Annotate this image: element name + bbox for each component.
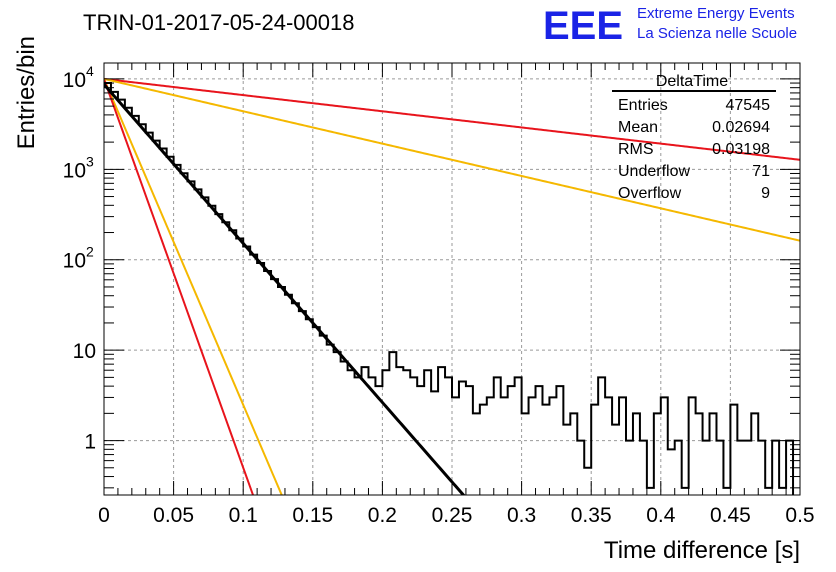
x-tick-label: 0.05 [153, 504, 194, 527]
stats-value: 71 [752, 163, 770, 180]
histogram [104, 82, 795, 495]
grid [104, 63, 800, 495]
x-tick-label: 0.2 [368, 504, 397, 527]
stats-name: DeltaTime [656, 73, 728, 90]
fit-curve [104, 83, 466, 495]
y-axis-label: Entries/bin [13, 36, 40, 149]
y-tick-exponent: 3 [86, 153, 94, 169]
fit-curve-line [104, 83, 466, 495]
eee-logo-line2: La Scienza nelle Scuole [637, 25, 797, 42]
stats-label: Mean [618, 119, 658, 136]
x-tick-label: 0 [98, 504, 110, 527]
stats-value: 9 [761, 185, 770, 202]
band-inner-curve [104, 77, 800, 161]
x-tick-label: 0.4 [646, 504, 676, 527]
y-tick-exponent: 2 [86, 244, 94, 260]
x-tick-label: 0.25 [432, 504, 473, 527]
stats-value: 47545 [726, 97, 771, 114]
x-axis: 0 0.05 0.1 0.15 0.2 0.25 0.3 0.35 0.4 0.45 0.5 [98, 63, 815, 527]
chart-title: TRIN-01-2017-05-24-00018 [83, 10, 355, 35]
y-tick-label: 10 [73, 340, 96, 363]
y-tick-label: 10 [63, 159, 86, 182]
stats-label: Entries [618, 97, 668, 114]
x-axis-label: Time difference [s] [604, 537, 800, 564]
stats-box: DeltaTime Entries 47545 Mean 0.02694 RMS… [612, 73, 776, 202]
stats-value: 0.03198 [712, 141, 770, 158]
reference-curves [104, 77, 800, 495]
x-tick-label: 0.5 [785, 504, 814, 527]
x-tick-label: 0.3 [507, 504, 536, 527]
stats-value: 0.02694 [712, 119, 770, 136]
eee-logo-line1: Extreme Energy Events [637, 5, 795, 22]
x-tick-label: 0.35 [571, 504, 612, 527]
histogram-outline [104, 82, 795, 495]
y-tick-label: 1 [84, 431, 96, 454]
x-tick-label: 0.15 [292, 504, 333, 527]
y-tick-label: 10 [63, 69, 86, 92]
x-tick-label: 0.1 [229, 504, 258, 527]
stats-label: Underflow [618, 163, 690, 180]
stats-label: Overflow [618, 185, 682, 202]
stats-label: RMS [618, 141, 654, 158]
band-outer-curve [104, 77, 800, 242]
y-tick-label: 10 [63, 250, 86, 273]
band-inner-curve [104, 78, 255, 495]
x-tick-label: 0.45 [710, 504, 751, 527]
y-tick-exponent: 4 [86, 63, 94, 79]
eee-logo: EEE [543, 4, 623, 48]
band-outer-curve [104, 78, 283, 495]
